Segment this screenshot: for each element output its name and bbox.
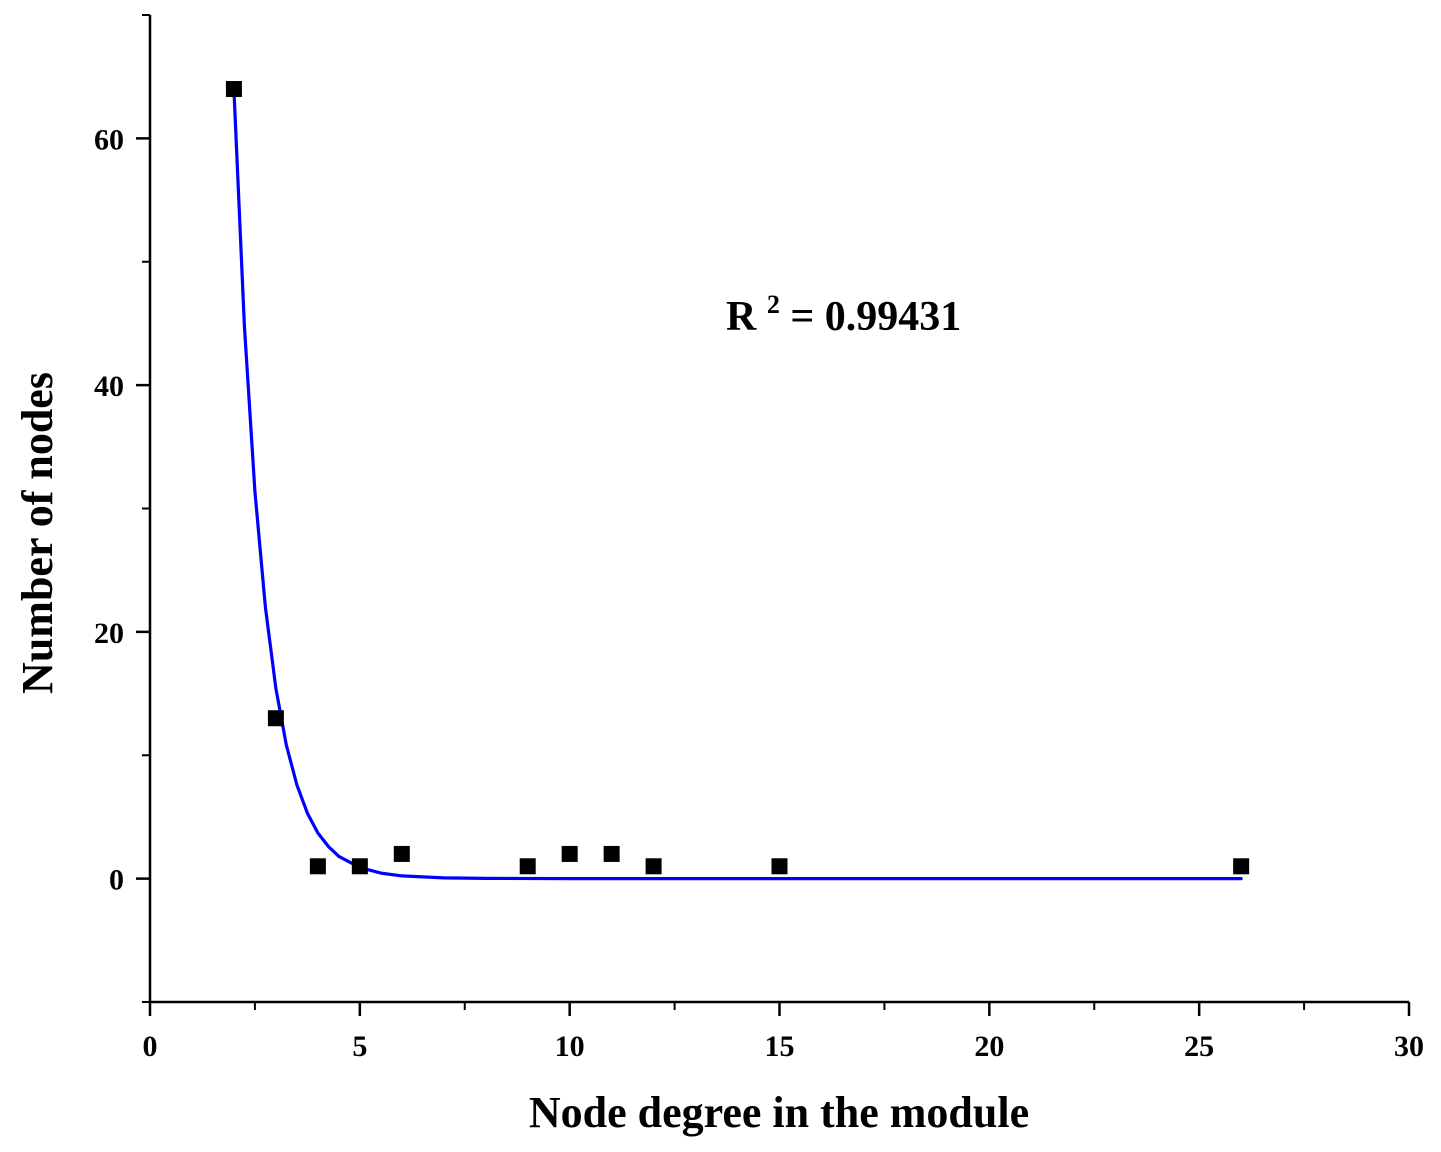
x-ticks: 0 5 10 15 20 25 30 <box>143 1002 1424 1063</box>
y-tick-label: 0 <box>109 864 124 897</box>
x-tick-label: 15 <box>765 1030 795 1063</box>
y-axis-title: Number of nodes <box>13 372 62 694</box>
data-point <box>309 858 326 875</box>
r-squared-base: R <box>726 294 757 340</box>
x-tick-label: 0 <box>143 1030 158 1063</box>
x-tick-label: 20 <box>974 1030 1004 1063</box>
fit-line <box>232 87 1243 881</box>
y-ticks: 0 20 40 60 <box>94 14 150 1003</box>
data-point <box>603 845 620 862</box>
data-point <box>561 845 578 862</box>
data-point <box>771 858 788 875</box>
y-tick-label: 60 <box>94 123 124 156</box>
x-tick-label: 30 <box>1394 1030 1424 1063</box>
x-tick-label: 5 <box>352 1030 367 1063</box>
y-tick-label: 20 <box>94 617 124 650</box>
data-point <box>519 858 536 875</box>
x-axis-title: Node degree in the module <box>529 1088 1029 1137</box>
r-squared-annotation: R 2 = 0.99431 <box>726 277 961 340</box>
data-point <box>351 858 368 875</box>
data-point <box>645 858 662 875</box>
y-tick-label: 40 <box>94 370 124 403</box>
data-point <box>393 845 410 862</box>
r-squared-superscript: 2 <box>767 290 780 319</box>
axes <box>148 15 1409 1004</box>
series-layer <box>225 81 1250 881</box>
data-point <box>1233 858 1250 875</box>
x-tick-label: 10 <box>555 1030 585 1063</box>
x-tick-label: 25 <box>1184 1030 1214 1063</box>
data-point <box>267 710 284 727</box>
data-point <box>225 81 242 98</box>
r-squared-value: = 0.99431 <box>790 294 961 340</box>
